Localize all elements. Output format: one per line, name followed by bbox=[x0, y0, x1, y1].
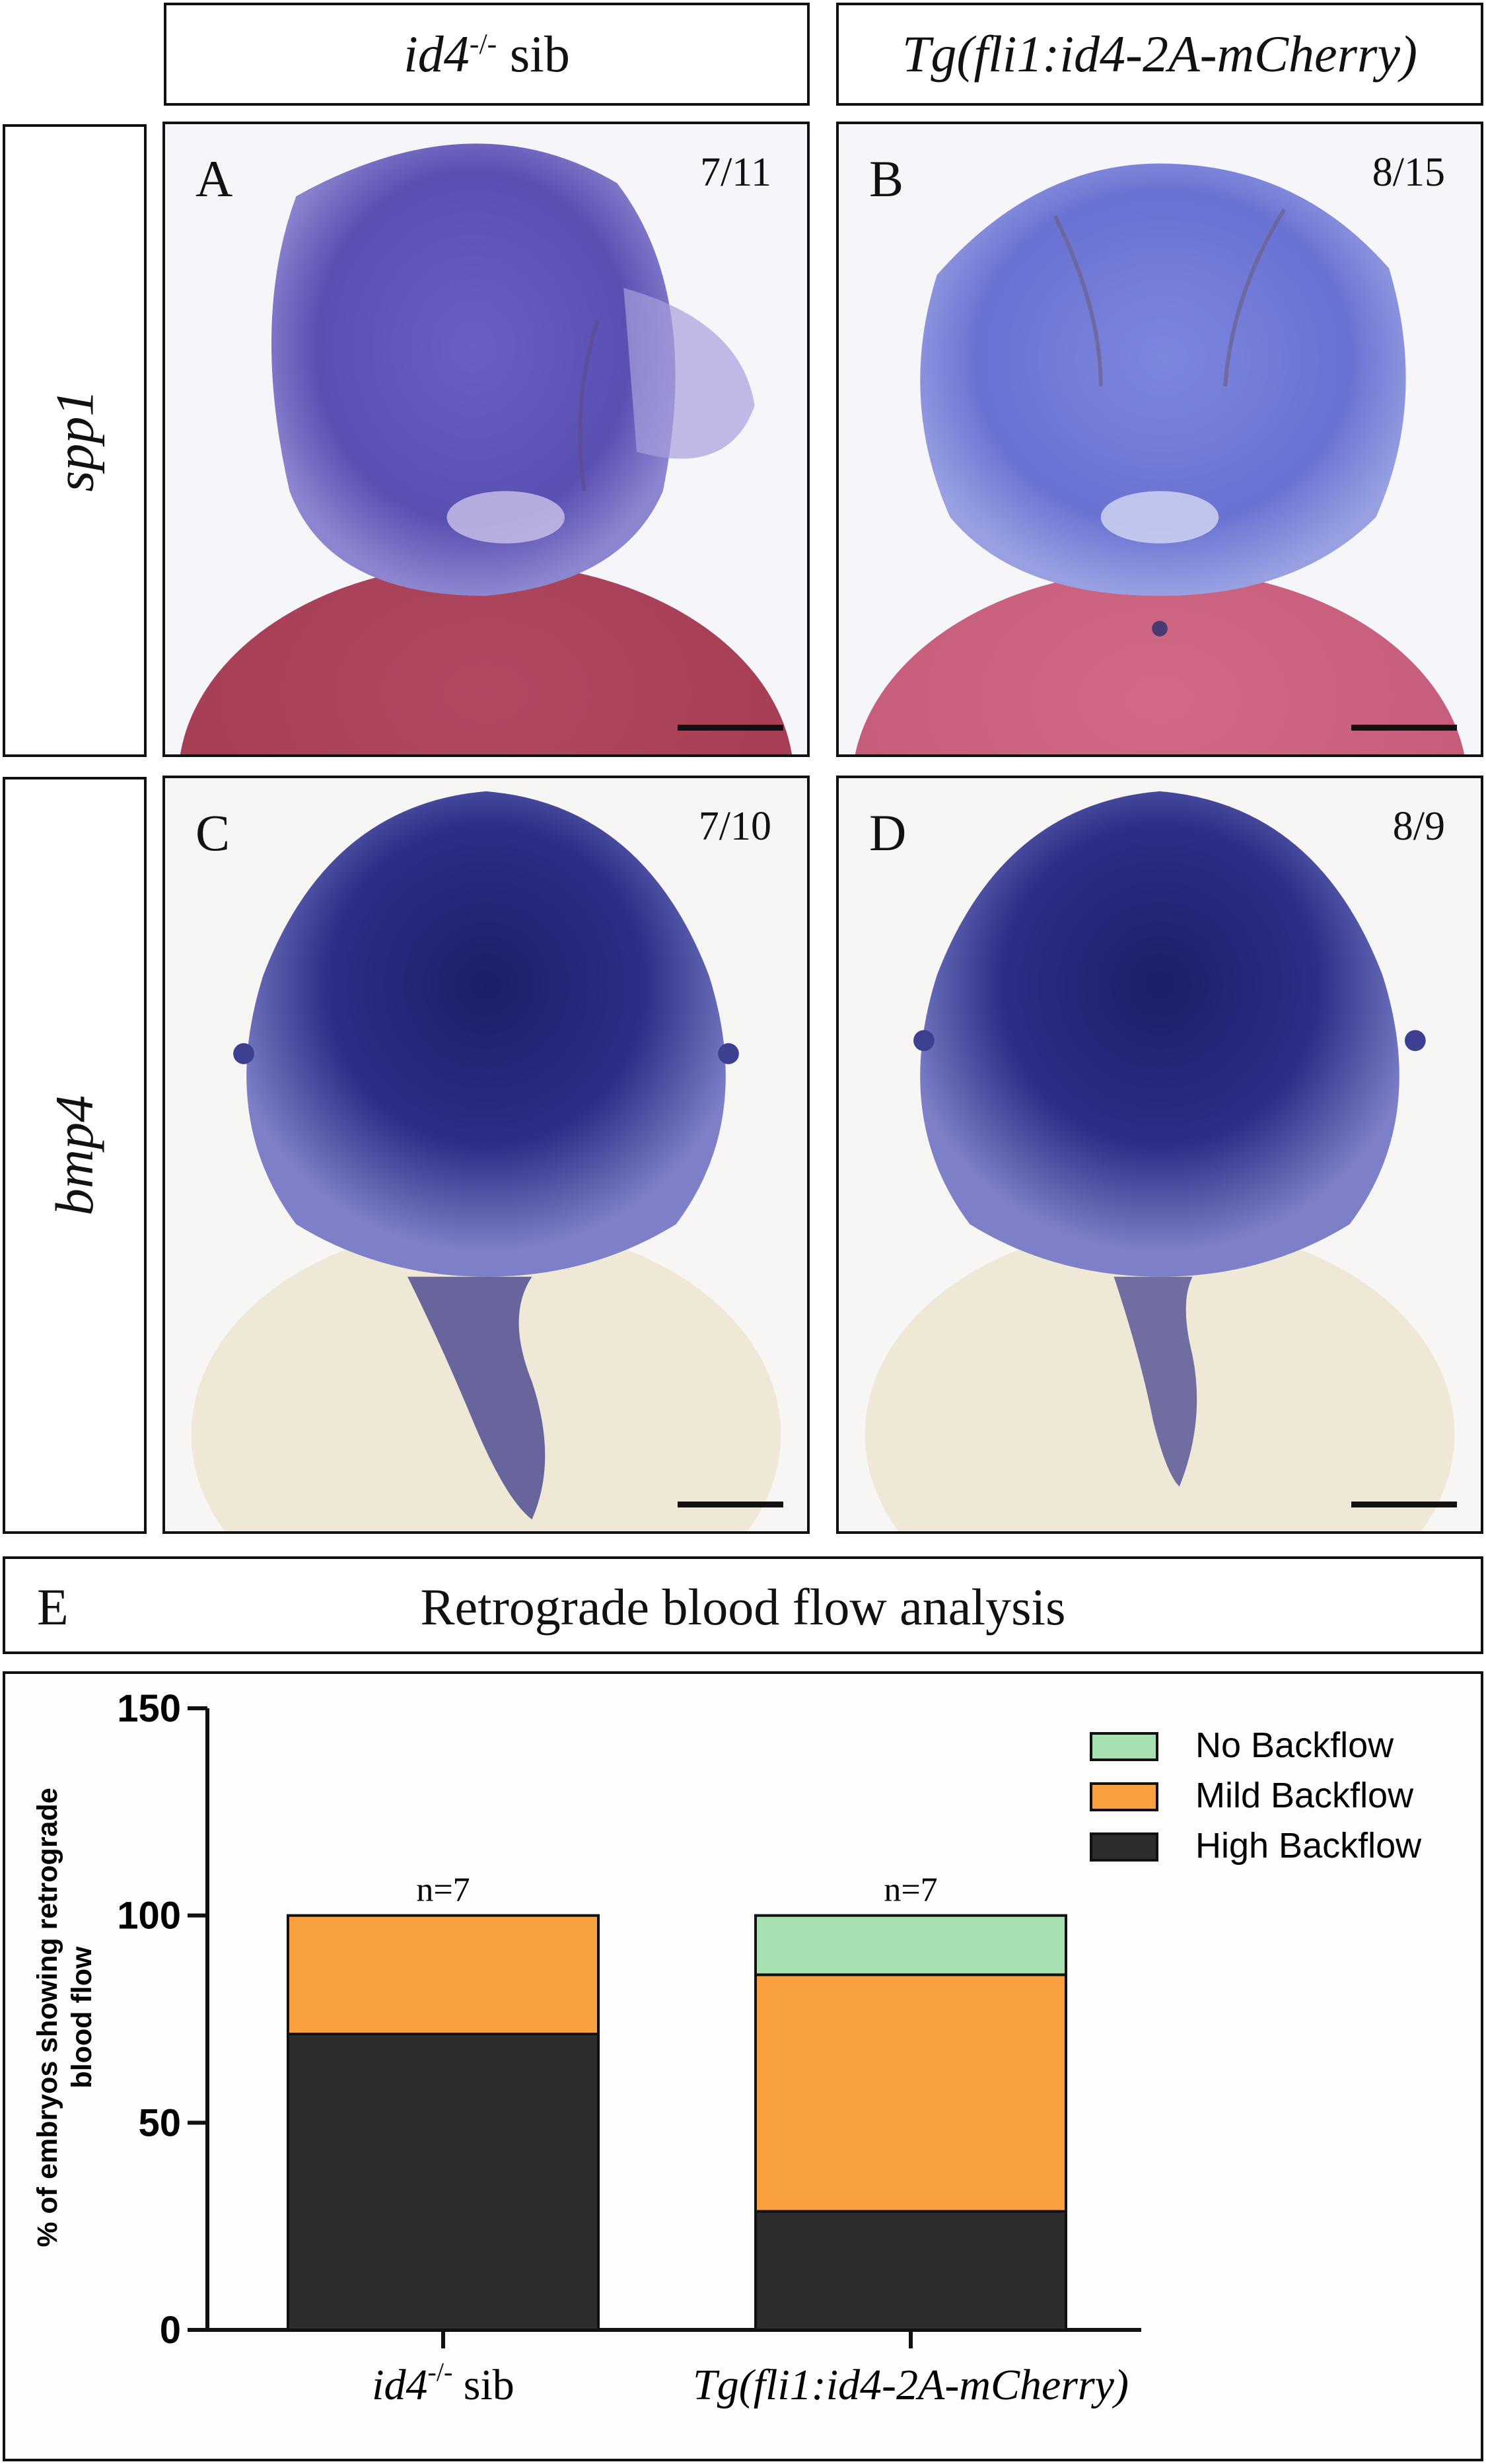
panel-label-d: D bbox=[869, 804, 907, 861]
legend-swatch-no-backflow bbox=[1090, 1732, 1158, 1761]
scale-bar-c bbox=[678, 1502, 783, 1507]
bar-annotation: n=7 bbox=[416, 1871, 470, 1909]
chart-frame: 0 50 100 150 % of embryos showing retrograde… bbox=[3, 1671, 1483, 2461]
panel-label-c: C bbox=[195, 804, 230, 861]
y-axis-label: % of embryos showing retrogradeblood flo… bbox=[32, 1788, 98, 2247]
column-header-id4-sib: id4-/- sib bbox=[164, 3, 810, 106]
panel-label-e: E bbox=[37, 1578, 69, 1636]
panel-fraction-b: 8/15 bbox=[1372, 150, 1445, 195]
row-label-bmp4: bmp4 bbox=[3, 777, 147, 1534]
y-tick-label: 150 bbox=[117, 1687, 181, 1730]
panel-a-image: A 7/11 bbox=[162, 122, 810, 757]
legend-swatch-mild-backflow bbox=[1090, 1782, 1158, 1811]
stacked-bar-chart: 0 50 100 150 % of embryos showing retrograde… bbox=[32, 1687, 1422, 2409]
row-label-spp1-text: spp1 bbox=[44, 389, 104, 492]
panel-c-image: C 7/10 bbox=[162, 776, 810, 1534]
embryo-image-d bbox=[839, 778, 1481, 1531]
row-label-spp1: spp1 bbox=[3, 124, 147, 757]
bar-segment-mild-backflow bbox=[754, 1973, 1067, 2213]
y-tick-label: 100 bbox=[117, 1895, 181, 1938]
column-header-transgenic: Tg(fli1:id4-2A-mCherry) bbox=[836, 3, 1483, 106]
column-header-transgenic-text: Tg(fli1:id4-2A-mCherry) bbox=[902, 25, 1417, 83]
bar-segment-high-backflow bbox=[287, 2033, 600, 2331]
column-header-genotype-sup: -/- bbox=[469, 28, 497, 60]
column-header-suffix: sib bbox=[497, 25, 570, 83]
x-tick-label: Tg(fli1:id4-2A-mCherry) bbox=[693, 2361, 1129, 2409]
embryo-image-a bbox=[165, 124, 807, 754]
panel-e-title: Retrograde blood flow analysis bbox=[420, 1578, 1066, 1636]
legend-label: Mild Backflow bbox=[1195, 1776, 1414, 1815]
column-header-gene: id4 bbox=[404, 25, 470, 83]
legend-label: No Backflow bbox=[1195, 1725, 1394, 1765]
scale-bar-a bbox=[678, 725, 783, 731]
y-tick-label: 0 bbox=[160, 2309, 181, 2352]
x-tick-label: id4-/- sib bbox=[372, 2357, 514, 2409]
bar-segment-high-backflow bbox=[754, 2210, 1067, 2331]
panel-label-b: B bbox=[869, 150, 904, 207]
legend-swatch-high-backflow bbox=[1090, 1832, 1158, 1862]
scale-bar-b bbox=[1351, 725, 1457, 731]
panel-b-image: B 8/15 bbox=[836, 122, 1483, 757]
panel-fraction-d: 8/9 bbox=[1392, 804, 1445, 849]
panel-e-header: E Retrograde blood flow analysis bbox=[3, 1556, 1483, 1654]
bar-segment-mild-backflow bbox=[287, 1914, 600, 2036]
scale-bar-d bbox=[1351, 1502, 1457, 1507]
bar-annotation: n=7 bbox=[884, 1871, 937, 1909]
panel-fraction-a: 7/11 bbox=[700, 150, 771, 195]
row-label-bmp4-text: bmp4 bbox=[44, 1095, 104, 1216]
y-tick-label: 50 bbox=[138, 2101, 181, 2144]
bar-segment-no-backflow bbox=[754, 1914, 1067, 1976]
legend-label: High Backflow bbox=[1195, 1826, 1422, 1866]
embryo-image-c bbox=[165, 778, 807, 1531]
embryo-image-b bbox=[839, 124, 1481, 754]
panel-fraction-c: 7/10 bbox=[698, 804, 771, 849]
panel-label-a: A bbox=[195, 150, 233, 207]
panel-d-image: D 8/9 bbox=[836, 776, 1483, 1534]
